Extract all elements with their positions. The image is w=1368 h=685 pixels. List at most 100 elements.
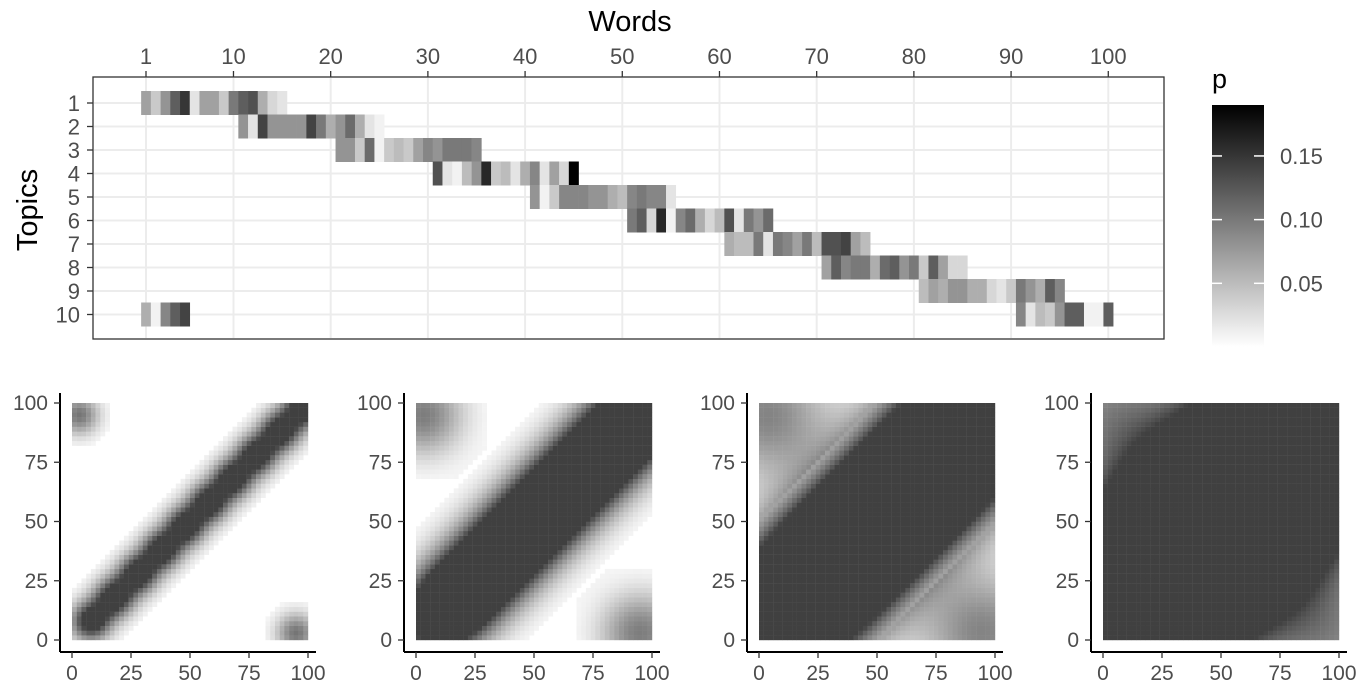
similarity-cell [763, 469, 769, 475]
similarity-cell [204, 545, 210, 551]
similarity-cell [759, 478, 764, 484]
similarity-cell [552, 497, 558, 503]
similarity-cell [218, 526, 224, 532]
similarity-cell [458, 616, 464, 622]
similarity-cell [123, 564, 129, 570]
similarity-cell [773, 540, 779, 546]
similarity-cell [843, 602, 849, 608]
similarity-cell [142, 578, 148, 584]
similarity-cell [642, 478, 648, 484]
similarity-cell [763, 578, 769, 584]
similarity-cell [810, 587, 816, 593]
similarity-cell [204, 474, 210, 480]
similarity-cell [303, 621, 309, 626]
similarity-cell [491, 469, 497, 475]
similarity-cell [142, 521, 148, 527]
similarity-cell [256, 464, 261, 470]
similarity-cell [891, 630, 897, 636]
similarity-cell [434, 564, 440, 570]
similarity-cell [557, 540, 563, 546]
similarity-cell [529, 621, 535, 626]
similarity-cell [534, 502, 539, 508]
heatmap-cell [928, 279, 939, 303]
similarity-cell [834, 554, 840, 560]
similarity-cell [524, 578, 530, 584]
similarity-cell [787, 602, 793, 608]
similarity-cell [642, 611, 648, 617]
similarity-cell [439, 611, 445, 617]
similarity-cell [647, 578, 653, 584]
similarity-cell [105, 592, 110, 598]
similarity-cell [768, 540, 774, 546]
similarity-cell [223, 469, 228, 475]
similarity-cell [548, 611, 554, 617]
similarity-cell [420, 564, 426, 570]
similarity-cell [449, 630, 454, 636]
similarity-cell [510, 459, 516, 465]
similarity-cell [618, 417, 624, 423]
similarity-cell [867, 464, 873, 470]
similarity-cell [95, 578, 101, 584]
similarity-cell [420, 559, 426, 565]
similarity-cell [529, 597, 535, 603]
similarity-cell [298, 630, 304, 636]
similarity-cell [600, 440, 605, 446]
similarity-cell [600, 455, 605, 461]
similarity-cell [472, 507, 478, 513]
similarity-cell [467, 630, 473, 636]
similarity-cell [467, 417, 473, 423]
similarity-cell [279, 426, 285, 432]
similarity-cell [647, 625, 653, 631]
similarity-cell [265, 412, 271, 418]
similarity-cell [642, 597, 648, 603]
similarity-cell [548, 436, 554, 442]
similarity-cell [777, 606, 783, 612]
similarity-cell [609, 407, 615, 413]
similarity-cell [444, 440, 450, 446]
similarity-cell [477, 450, 483, 456]
similarity-cell [810, 616, 816, 622]
similarity-cell [439, 512, 445, 517]
similarity-cell [642, 488, 648, 494]
similarity-cell [628, 616, 634, 622]
similarity-cell [576, 507, 582, 513]
similarity-cell [801, 635, 807, 641]
similarity-cell [763, 488, 769, 494]
similarity-cell [843, 469, 849, 475]
similarity-cell [763, 412, 769, 418]
similarity-cell [872, 497, 878, 503]
similarity-cell [175, 545, 181, 551]
similarity-cell [787, 535, 793, 541]
similarity-cell [872, 573, 878, 579]
similarity-cell [265, 450, 271, 456]
similarity-cell [810, 478, 816, 484]
similarity-cell [439, 597, 445, 603]
similarity-cell [534, 568, 539, 574]
similarity-cell [834, 606, 840, 612]
similarity-cell [105, 407, 110, 413]
similarity-cell [529, 512, 535, 517]
similarity-cell [180, 526, 186, 532]
similarity-cell [877, 464, 882, 470]
similarity-cell [515, 474, 521, 480]
similarity-cell [609, 507, 615, 513]
similarity-cell [829, 578, 835, 584]
similarity-cell [95, 436, 101, 442]
similarity-cell [453, 559, 459, 565]
similarity-cell [815, 630, 821, 636]
similarity-cell [595, 583, 601, 589]
similarity-cell [147, 606, 153, 612]
similarity-cell [251, 417, 257, 423]
similarity-cell [623, 403, 629, 408]
similarity-cell [524, 635, 530, 641]
heatmap-cell [1083, 302, 1094, 327]
similarity-cell [142, 549, 148, 555]
similarity-cell [467, 535, 473, 541]
similarity-cell [585, 512, 591, 517]
similarity-cell [208, 530, 214, 536]
heatmap-cell [257, 91, 268, 115]
similarity-cell [161, 564, 167, 570]
similarity-cell [444, 559, 450, 565]
similarity-cell [853, 440, 859, 446]
similarity-cell [886, 440, 892, 446]
